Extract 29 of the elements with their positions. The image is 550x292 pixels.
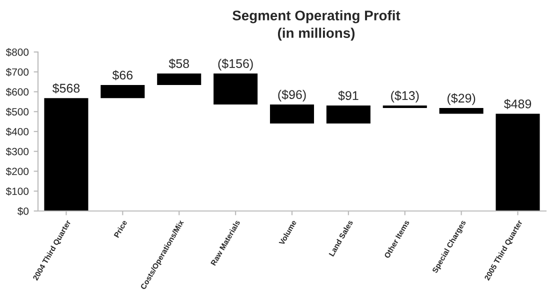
bar: [439, 108, 484, 114]
bar: [44, 98, 88, 211]
bar: [157, 73, 202, 85]
bar: [326, 105, 370, 124]
data-label: $91: [338, 90, 358, 101]
bar: [382, 105, 427, 108]
bar: [270, 104, 314, 124]
data-label: $568: [52, 83, 80, 94]
y-tick-label: $400: [6, 128, 29, 136]
bar: [214, 73, 258, 104]
y-tick-label: $500: [6, 108, 29, 116]
data-label: ($29): [448, 93, 476, 106]
data-label: ($96): [278, 90, 306, 102]
data-label: $66: [112, 70, 133, 80]
y-tick-label: $300: [6, 147, 29, 156]
y-tick-label: $0: [18, 207, 29, 216]
data-label: $489: [504, 98, 532, 110]
bar: [496, 114, 540, 211]
chart-subtitle: (in millions): [278, 28, 355, 41]
y-tick-label: $600: [6, 88, 29, 96]
y-tick-label: $700: [6, 68, 29, 76]
bar: [100, 84, 145, 98]
data-label: ($156): [218, 58, 253, 70]
chart-title: Segment Operating Profit: [232, 10, 400, 24]
y-tick-label: $800: [6, 48, 29, 56]
data-label: $58: [168, 58, 189, 69]
y-tick-label: $100: [6, 187, 29, 196]
y-tick-label: $200: [6, 167, 29, 176]
data-label: ($13): [391, 90, 419, 102]
